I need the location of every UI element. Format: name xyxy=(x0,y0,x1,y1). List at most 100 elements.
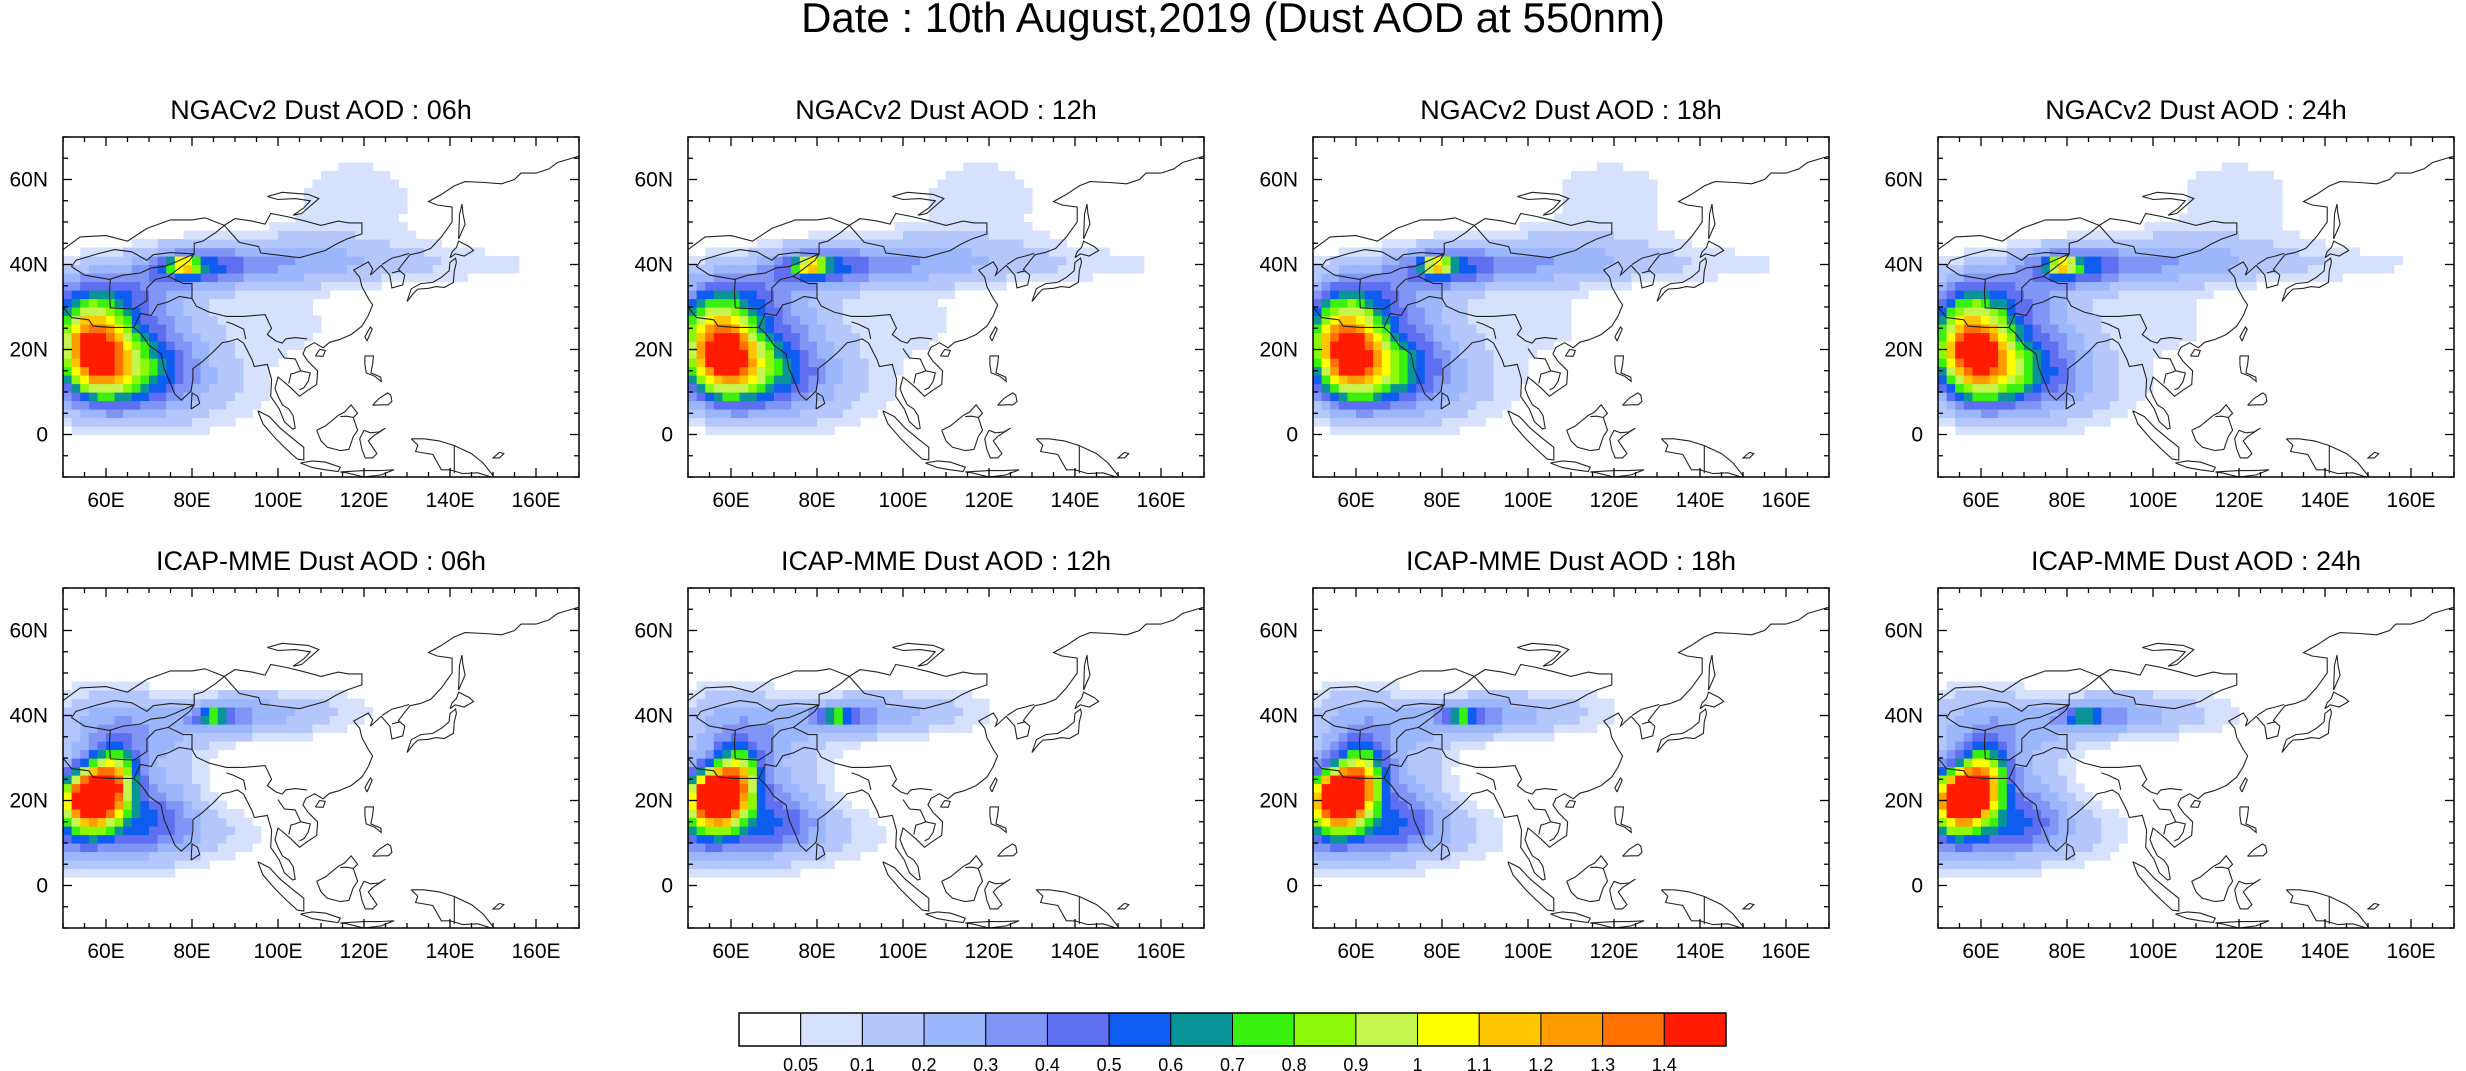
lat-tick-label: 20N xyxy=(634,339,673,362)
colorbar-swatch xyxy=(1540,1012,1604,1047)
lon-tick-label: 160E xyxy=(511,940,560,963)
lon-tick-label: 80E xyxy=(798,940,835,963)
colorbar: 0.05 0.1 0.2 0.3 0.4 0.5 0.6 0.7 0.8 0.9 1 1.1 1.2 1.… xyxy=(738,1012,1727,1071)
lat-tick-label: 60N xyxy=(9,620,48,643)
aod-field xyxy=(1938,162,2403,436)
lon-tick-label: 120E xyxy=(964,940,1013,963)
lat-tick-label: 20N xyxy=(1259,339,1298,362)
lon-tick-label: 120E xyxy=(1589,940,1638,963)
lat-tick-label: 60N xyxy=(1884,620,1923,643)
lat-tick-label: 40N xyxy=(1259,254,1298,277)
lon-tick-label: 140E xyxy=(425,489,474,512)
colorbar-label: 0.7 xyxy=(1220,1055,1245,1071)
colorbar-label: 0.05 xyxy=(783,1055,818,1071)
lon-tick-label: 80E xyxy=(1423,940,1460,963)
panel-title: NGACv2 Dust AOD : 12h xyxy=(795,95,1097,125)
lon-tick-label: 120E xyxy=(1589,489,1638,512)
coastlines xyxy=(688,155,1204,477)
lon-tick-label: 140E xyxy=(1050,489,1099,512)
colorbar-swatch xyxy=(738,1012,802,1047)
lon-tick-label: 100E xyxy=(1503,940,1552,963)
lat-tick-label: 60N xyxy=(1259,169,1298,192)
lon-tick-label: 60E xyxy=(87,940,124,963)
lat-tick-label: 0 xyxy=(661,424,673,447)
aod-field xyxy=(688,162,1145,436)
colorbar-label: 0.2 xyxy=(912,1055,937,1071)
lon-tick-label: 160E xyxy=(1761,940,1810,963)
lat-tick-label: 60N xyxy=(1884,169,1923,192)
map-panel: NGACv2 Dust AOD : 24h 60E 80E 100E 120E 140E 1… xyxy=(1884,95,2455,512)
lat-tick-label: 0 xyxy=(661,875,673,898)
lon-tick-label: 80E xyxy=(173,940,210,963)
map-panel: NGACv2 Dust AOD : 18h 60E 80E 100E 120E 140E 1… xyxy=(1259,95,1830,512)
lon-tick-label: 140E xyxy=(425,940,474,963)
lon-tick-label: 80E xyxy=(173,489,210,512)
colorbar-swatch xyxy=(1232,1012,1295,1047)
lat-tick-label: 60N xyxy=(1259,620,1298,643)
map-panel: ICAP-MME Dust AOD : 24h 60E 80E 100E 120E 140… xyxy=(1884,546,2455,963)
lon-tick-label: 140E xyxy=(1675,940,1724,963)
colorbar-swatch xyxy=(1602,1012,1665,1047)
coastlines xyxy=(1938,606,2454,928)
colorbar-label: 0.1 xyxy=(850,1055,875,1071)
map-panels: NGACv2 Dust AOD : 06h 60E 80E 100E 120E 140E 1… xyxy=(9,95,2455,963)
colorbar-swatch xyxy=(1170,1012,1234,1047)
lon-tick-label: 60E xyxy=(1962,489,1999,512)
lat-tick-label: 40N xyxy=(9,705,48,728)
colorbar-swatch xyxy=(1355,1012,1419,1047)
colorbar-label: 1 xyxy=(1413,1055,1423,1071)
lon-tick-label: 100E xyxy=(253,489,302,512)
lon-tick-label: 120E xyxy=(2214,489,2263,512)
colorbar-label: 1.4 xyxy=(1652,1055,1677,1071)
colorbar-label: 1.2 xyxy=(1528,1055,1553,1071)
colorbar-label: 0.3 xyxy=(973,1055,998,1071)
panel-title: NGACv2 Dust AOD : 06h xyxy=(170,95,472,125)
lat-tick-label: 20N xyxy=(1884,790,1923,813)
map-panel: ICAP-MME Dust AOD : 06h 60E 80E 100E 120E 140… xyxy=(9,546,580,963)
lon-tick-label: 100E xyxy=(878,940,927,963)
colorbar-swatch xyxy=(1046,1012,1110,1047)
lon-tick-label: 120E xyxy=(339,940,388,963)
lon-tick-label: 60E xyxy=(1337,489,1374,512)
colorbar-swatch xyxy=(861,1012,925,1047)
lat-tick-label: 0 xyxy=(36,424,48,447)
panel-title: NGACv2 Dust AOD : 24h xyxy=(2045,95,2347,125)
lon-tick-label: 100E xyxy=(878,489,927,512)
colorbar-label: 0.6 xyxy=(1158,1055,1183,1071)
lat-tick-label: 40N xyxy=(1259,705,1298,728)
lon-tick-label: 80E xyxy=(2048,940,2085,963)
lon-tick-label: 80E xyxy=(1423,489,1460,512)
lon-tick-label: 60E xyxy=(1962,940,1999,963)
lat-tick-label: 20N xyxy=(1884,339,1923,362)
lat-tick-label: 20N xyxy=(9,339,48,362)
aod-field xyxy=(688,681,990,878)
lon-tick-label: 120E xyxy=(964,489,1013,512)
lon-tick-label: 140E xyxy=(2300,940,2349,963)
panel-title: ICAP-MME Dust AOD : 24h xyxy=(2031,546,2361,576)
lat-tick-label: 0 xyxy=(1911,424,1923,447)
colorbar-swatch xyxy=(1663,1012,1727,1047)
lon-tick-label: 160E xyxy=(2386,940,2435,963)
lon-tick-label: 100E xyxy=(253,940,302,963)
lon-tick-label: 160E xyxy=(1136,489,1185,512)
lon-tick-label: 100E xyxy=(2128,940,2177,963)
coastlines xyxy=(1313,606,1829,928)
lat-tick-label: 20N xyxy=(9,790,48,813)
lat-tick-label: 40N xyxy=(9,254,48,277)
coastlines xyxy=(688,606,1204,928)
colorbar-label: 1.3 xyxy=(1590,1055,1615,1071)
panel-title: NGACv2 Dust AOD : 18h xyxy=(1420,95,1722,125)
lat-tick-label: 60N xyxy=(9,169,48,192)
aod-field xyxy=(1938,681,2240,878)
colorbar-swatch xyxy=(1293,1012,1357,1047)
aod-field xyxy=(63,162,520,436)
lon-tick-label: 160E xyxy=(1761,489,1810,512)
lon-tick-label: 140E xyxy=(1675,489,1724,512)
lat-tick-label: 40N xyxy=(634,705,673,728)
lon-tick-label: 80E xyxy=(2048,489,2085,512)
lon-tick-label: 160E xyxy=(511,489,560,512)
coastlines xyxy=(63,606,579,928)
lat-tick-label: 60N xyxy=(634,620,673,643)
lon-tick-label: 60E xyxy=(712,489,749,512)
